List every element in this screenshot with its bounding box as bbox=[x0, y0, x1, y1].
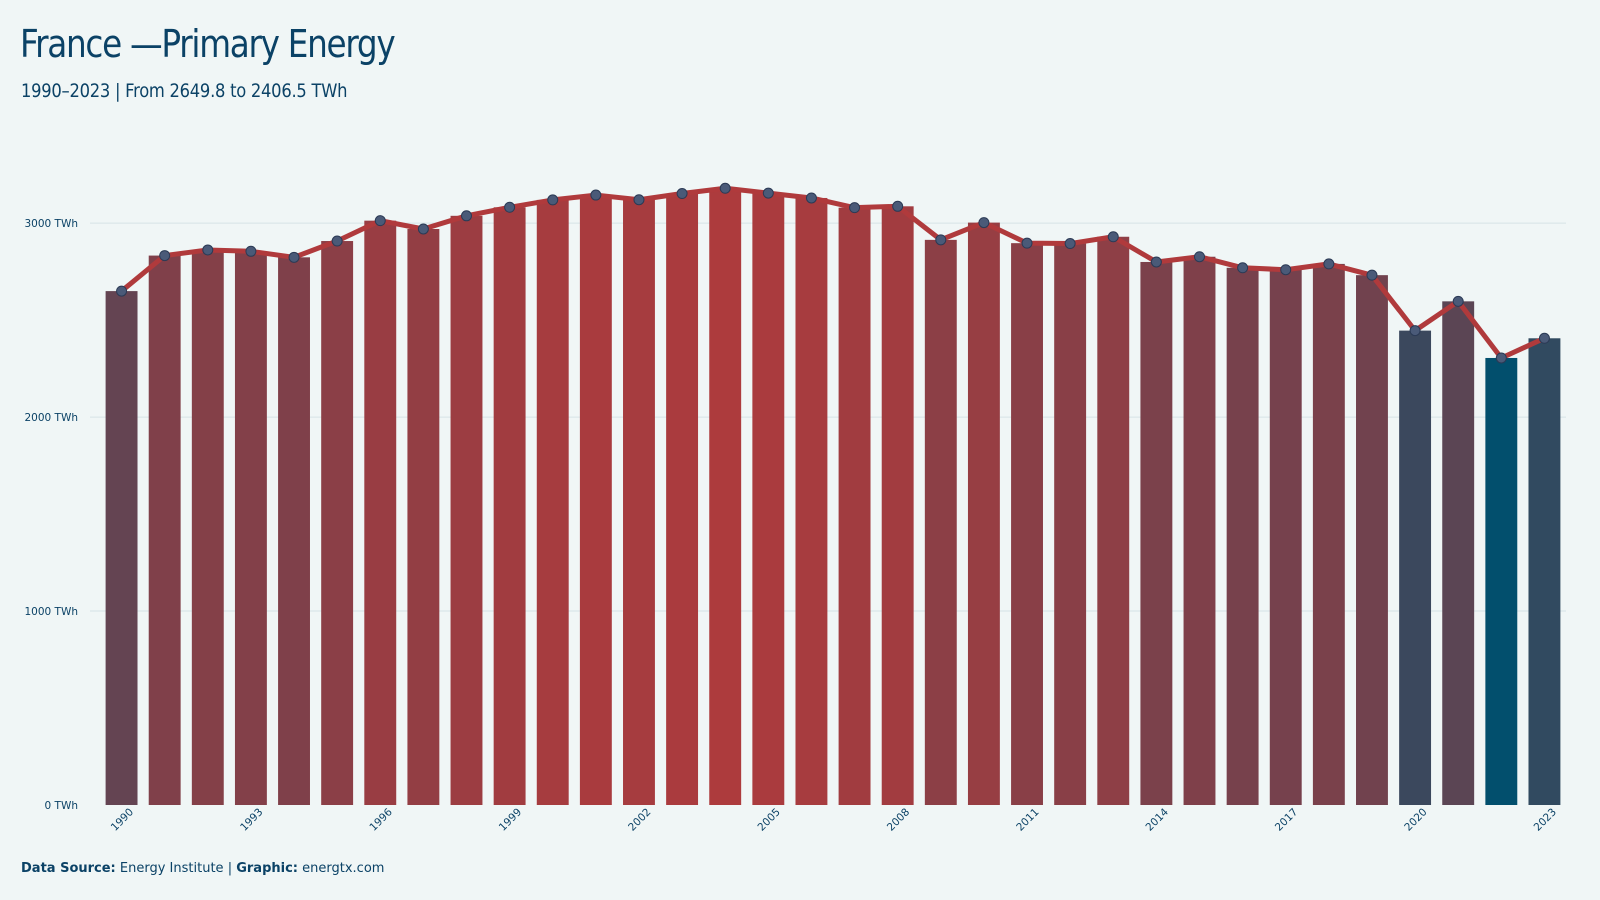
bar-2013 bbox=[1097, 236, 1130, 805]
y-tick-label: 3000 TWh bbox=[24, 218, 78, 230]
bar-2001 bbox=[579, 195, 612, 805]
y-tick-label: 1000 TWh bbox=[24, 606, 78, 618]
bar-1993 bbox=[234, 251, 267, 805]
point-2004 bbox=[719, 182, 731, 194]
x-tick-label: 1999 bbox=[497, 806, 524, 833]
trend-line-path bbox=[119, 185, 1547, 361]
point-1995 bbox=[331, 235, 343, 247]
x-tick-label: 1996 bbox=[367, 806, 395, 834]
bar-2017 bbox=[1269, 269, 1302, 805]
point-1999 bbox=[504, 201, 516, 213]
bar-1994 bbox=[278, 257, 310, 805]
point-1993 bbox=[245, 245, 257, 257]
bar-2009 bbox=[924, 239, 957, 806]
point-1992 bbox=[202, 244, 214, 256]
point-1991 bbox=[159, 250, 171, 262]
footer-separator: | bbox=[227, 861, 233, 876]
points bbox=[116, 182, 1550, 364]
x-tick-label: 2005 bbox=[756, 806, 783, 833]
point-2016 bbox=[1237, 262, 1249, 274]
bar-2007 bbox=[838, 207, 871, 805]
bar-2006 bbox=[795, 197, 828, 805]
source-label: Data Source: bbox=[21, 861, 116, 876]
point-1996 bbox=[374, 215, 386, 227]
bar-2010 bbox=[967, 222, 1000, 806]
point-1994 bbox=[288, 251, 300, 263]
point-2015 bbox=[1194, 251, 1205, 263]
graphic-label: Graphic: bbox=[236, 861, 298, 876]
point-2014 bbox=[1150, 256, 1162, 268]
bar-2019 bbox=[1356, 275, 1388, 805]
x-tick-label: 1990 bbox=[109, 806, 136, 833]
trend-line bbox=[119, 185, 1547, 361]
point-2022 bbox=[1495, 352, 1507, 364]
bar-2018 bbox=[1312, 263, 1345, 806]
point-2013 bbox=[1107, 231, 1119, 243]
point-2006 bbox=[805, 192, 817, 204]
bar-1995 bbox=[321, 241, 354, 806]
bar-2000 bbox=[536, 199, 569, 806]
bar-2005 bbox=[752, 193, 785, 805]
bar-2021 bbox=[1442, 301, 1475, 805]
bar-1999 bbox=[493, 207, 526, 805]
x-tick-label: 1993 bbox=[238, 806, 265, 833]
point-2023 bbox=[1538, 332, 1550, 344]
bar-1992 bbox=[191, 249, 224, 806]
bar-2008 bbox=[881, 206, 914, 806]
point-2009 bbox=[935, 234, 947, 246]
point-2010 bbox=[978, 217, 990, 229]
point-1990 bbox=[116, 285, 128, 297]
x-tick-label: 2011 bbox=[1014, 806, 1041, 833]
point-2021 bbox=[1452, 295, 1464, 307]
x-tick-label: 2002 bbox=[626, 806, 653, 833]
x-tick-label: 2017 bbox=[1273, 806, 1300, 833]
x-tick-label: 2008 bbox=[885, 806, 912, 833]
source-value: Energy Institute bbox=[119, 861, 224, 876]
y-axis-ticks: 0 TWh 1000 TWh 2000 TWh 3000 TWh bbox=[24, 218, 78, 812]
chart-title: France —Primary Energy bbox=[20, 22, 396, 66]
point-1997 bbox=[417, 223, 429, 235]
point-2000 bbox=[547, 194, 559, 206]
bar-2003 bbox=[666, 193, 699, 805]
bar-1996 bbox=[364, 220, 397, 806]
x-tick-label: 2020 bbox=[1402, 806, 1429, 833]
point-2007 bbox=[849, 202, 861, 214]
point-2003 bbox=[676, 188, 688, 200]
bar-2022 bbox=[1485, 357, 1518, 805]
point-2001 bbox=[590, 189, 602, 201]
y-tick-label: 2000 TWh bbox=[24, 412, 78, 424]
x-tick-label: 2014 bbox=[1144, 806, 1172, 834]
point-1998 bbox=[461, 210, 472, 222]
point-2017 bbox=[1280, 264, 1292, 276]
point-2019 bbox=[1366, 269, 1378, 281]
point-2020 bbox=[1409, 325, 1421, 337]
x-axis-ticks: 1990 1993 1996 1999 2002 2005 2008 2011 2014 2017… bbox=[109, 806, 1559, 834]
point-2005 bbox=[762, 187, 774, 199]
bar-2011 bbox=[1011, 243, 1043, 805]
bar-2014 bbox=[1140, 261, 1173, 805]
chart-subtitle: 1990–2023 | From 2649.8 to 2406.5 TWh bbox=[21, 80, 348, 102]
bar-2023 bbox=[1528, 338, 1561, 805]
point-2008 bbox=[892, 200, 904, 212]
point-2002 bbox=[633, 194, 645, 206]
bar-1991 bbox=[148, 255, 181, 805]
point-2018 bbox=[1323, 258, 1335, 270]
bar-1998 bbox=[450, 215, 483, 805]
x-tick-label: 2023 bbox=[1532, 806, 1559, 833]
bar-2004 bbox=[709, 188, 742, 806]
point-2012 bbox=[1064, 238, 1076, 250]
y-tick-label: 0 TWh bbox=[45, 800, 78, 812]
bars bbox=[105, 188, 1561, 806]
footer: Data Source: Energy Institute | Graphic:… bbox=[21, 861, 384, 876]
bar-2012 bbox=[1054, 243, 1087, 805]
bar-2020 bbox=[1399, 330, 1432, 805]
bar-2002 bbox=[623, 199, 655, 805]
point-2011 bbox=[1021, 237, 1033, 249]
bar-1990 bbox=[105, 291, 138, 806]
bar-2015 bbox=[1183, 256, 1216, 805]
graphic-value: energtx.com bbox=[302, 861, 385, 876]
bar-1997 bbox=[407, 229, 440, 805]
bar-2016 bbox=[1226, 267, 1259, 806]
